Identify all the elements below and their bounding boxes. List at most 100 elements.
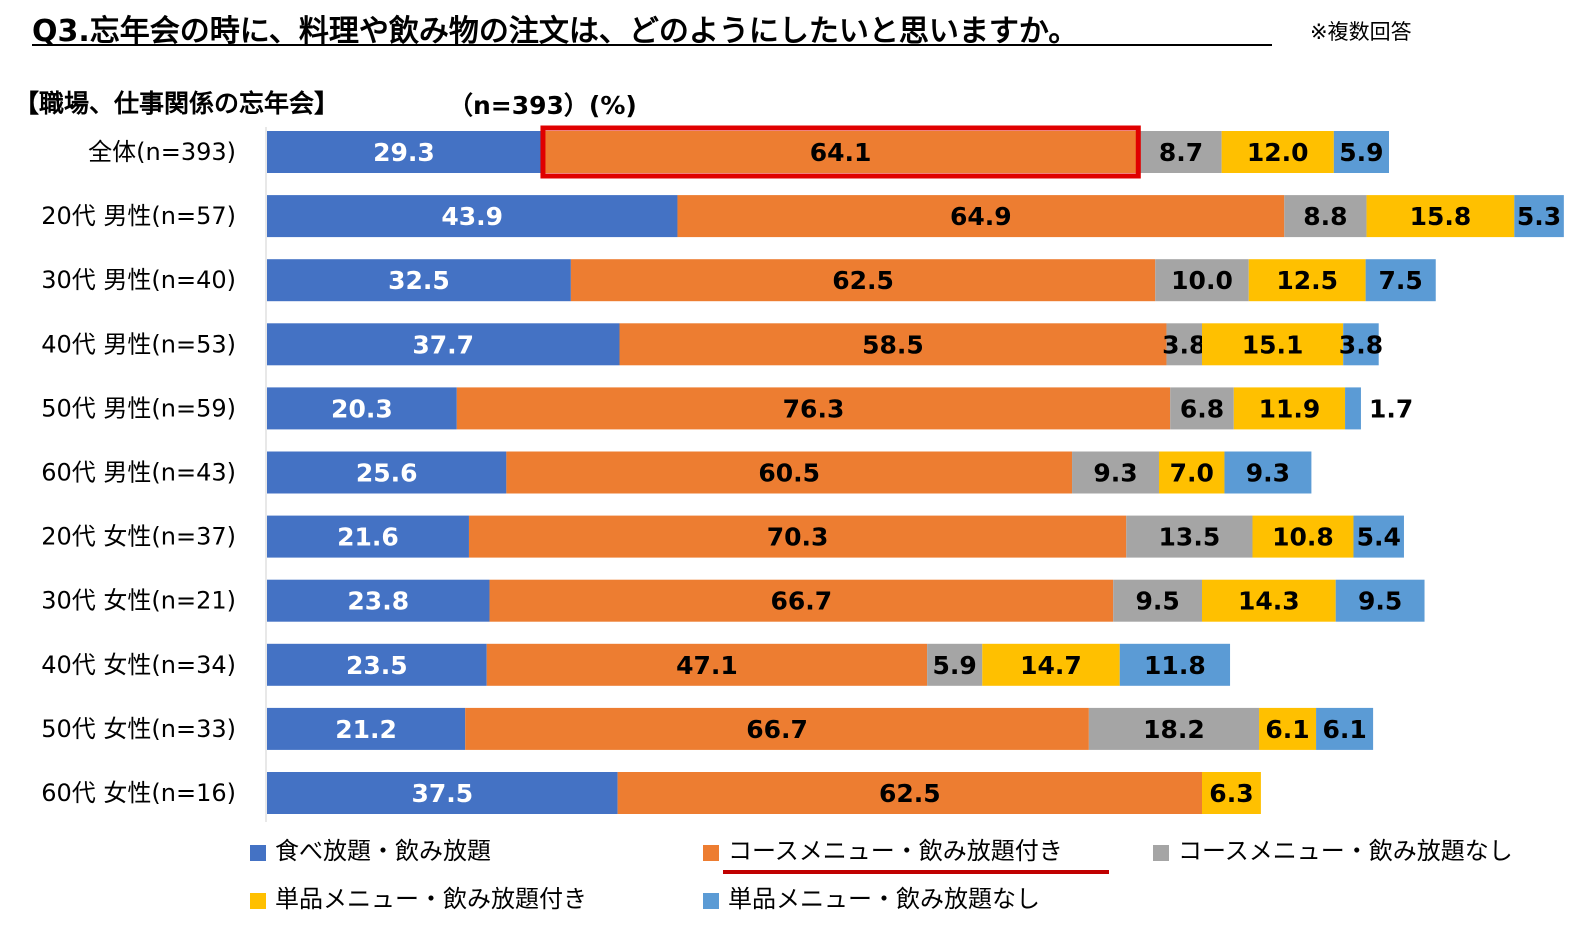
legend-swatch [703, 893, 719, 909]
category-label: 50代 男性(n=59) [41, 394, 236, 422]
data-label: 29.3 [373, 138, 435, 167]
data-label: 21.6 [337, 523, 399, 552]
bar-segment [927, 643, 983, 686]
data-label: 5.3 [1517, 202, 1561, 231]
bar-segment [486, 643, 928, 686]
bar-segment [1221, 131, 1334, 173]
sample-size-label: （n=393）(%) [448, 91, 637, 120]
bar-segment [570, 259, 1156, 302]
bar-segment [1343, 323, 1379, 366]
bar-segment [267, 259, 571, 302]
data-label: 21.2 [335, 715, 397, 744]
multiple-answer-note: ※複数回答 [1310, 20, 1412, 44]
bar-segment [1233, 387, 1346, 430]
bar-segment [619, 323, 1167, 366]
bar-segment [1224, 451, 1312, 494]
data-label: 15.1 [1242, 330, 1304, 359]
data-label: 64.1 [810, 138, 872, 167]
highlight-box [540, 125, 1141, 179]
bar-segment [1366, 195, 1515, 238]
chart-title: Q3.忘年会の時に、料理や飲み物の注文は、どのようにしたいと思いますか。 [32, 14, 1079, 49]
data-label: 5.4 [1357, 523, 1401, 552]
data-label: 12.0 [1247, 138, 1309, 167]
bar-segment [267, 195, 678, 238]
legend-entry: 単品メニュー・飲み放題付き [275, 885, 587, 913]
data-label: 43.9 [441, 202, 503, 231]
data-label: 32.5 [388, 266, 450, 295]
data-label: 11.9 [1259, 394, 1321, 423]
bar-segment [1202, 323, 1344, 366]
bar-segment [267, 451, 507, 494]
bar-segment [1166, 323, 1202, 366]
category-label: 30代 女性(n=21) [41, 587, 236, 615]
category-label: 20代 男性(n=57) [41, 202, 236, 230]
data-label: 9.5 [1135, 587, 1179, 616]
data-label: 9.3 [1093, 459, 1137, 488]
bar-segment [617, 772, 1202, 814]
data-label: 6.8 [1180, 394, 1224, 423]
bar-segment [267, 772, 618, 814]
legend-entry: コースメニュー・飲み放題付き [728, 837, 1063, 865]
data-label: 8.7 [1159, 138, 1203, 167]
bar-segment [1252, 515, 1354, 558]
chart-subtitle: 【職場、仕事関係の忘年会】 [14, 89, 340, 118]
bar-segment [1284, 195, 1367, 238]
data-label: 66.7 [771, 587, 833, 616]
category-label: 全体(n=393) [88, 138, 236, 166]
legend-entry: コースメニュー・飲み放題なし [1178, 837, 1513, 865]
data-label: 58.5 [862, 330, 924, 359]
data-label: 14.3 [1238, 587, 1300, 616]
bar-segment [468, 515, 1127, 558]
category-label: 40代 男性(n=53) [41, 330, 236, 358]
bar-segment [1202, 579, 1336, 622]
bar-segment [267, 131, 541, 173]
data-label: 13.5 [1159, 523, 1221, 552]
bar-segment [1119, 643, 1231, 686]
data-label: 6.1 [1265, 715, 1309, 744]
title-underline [32, 44, 1272, 46]
bar-segment [465, 707, 1089, 750]
data-label: 76.3 [783, 394, 845, 423]
data-label: 66.7 [746, 715, 808, 744]
bar-segment [677, 195, 1285, 238]
bar-segment [267, 323, 620, 366]
bar-segment [1365, 259, 1436, 302]
data-label: 62.5 [879, 779, 941, 808]
data-label: 70.3 [767, 523, 829, 552]
bar-segment [1335, 579, 1425, 622]
data-label: 3.8 [1162, 330, 1206, 359]
data-label: 10.0 [1171, 266, 1233, 295]
category-label: 30代 男性(n=40) [41, 266, 236, 294]
legend-entry: 食べ放題・飲み放題 [275, 837, 491, 865]
legend-entry: 単品メニュー・飲み放題なし [728, 885, 1040, 913]
data-label: 10.8 [1272, 523, 1334, 552]
data-label: 3.8 [1339, 330, 1383, 359]
data-label: 9.3 [1246, 459, 1290, 488]
data-label: 8.8 [1303, 202, 1347, 231]
bar-segment [1345, 387, 1361, 430]
bar-segment [540, 131, 1141, 173]
bar-segment [1113, 579, 1202, 622]
data-label: 47.1 [676, 651, 738, 680]
data-label: 14.7 [1020, 651, 1082, 680]
category-label: 60代 女性(n=16) [41, 779, 236, 807]
bar-segment [1158, 451, 1225, 494]
bar-segment [1514, 195, 1564, 238]
legend-swatch [250, 893, 266, 909]
bar-segment [1088, 707, 1260, 750]
data-label: 23.8 [347, 587, 409, 616]
data-label: 64.9 [950, 202, 1012, 231]
bar-segment [1155, 259, 1249, 302]
data-label: 1.7 [1369, 394, 1413, 423]
bar-segment [982, 643, 1120, 686]
legend-swatch [250, 845, 266, 861]
data-label: 7.0 [1170, 459, 1214, 488]
bar-segment [1126, 515, 1253, 558]
data-label: 15.8 [1410, 202, 1472, 231]
bar-segment [1259, 707, 1317, 750]
data-label: 9.5 [1358, 587, 1402, 616]
data-label: 7.5 [1379, 266, 1423, 295]
bar-segment [267, 515, 469, 558]
category-label: 60代 男性(n=43) [41, 459, 236, 487]
